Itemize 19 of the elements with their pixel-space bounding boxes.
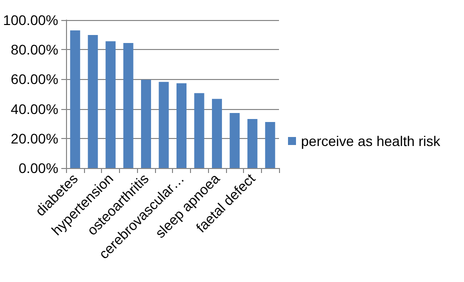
y-tick-label: 60.00%: [10, 71, 58, 88]
legend-label: perceive as health risk: [301, 133, 442, 149]
bar: [212, 98, 222, 168]
bar: [176, 83, 186, 168]
bar: [106, 41, 116, 168]
bar: [265, 122, 276, 168]
y-tick-label: 100.00%: [2, 12, 58, 28]
y-tick-label: 0.00%: [18, 160, 58, 176]
y-tick-label: 80.00%: [10, 42, 58, 58]
bar: [123, 42, 134, 168]
bar: [247, 119, 258, 168]
y-tick-label: 20.00%: [10, 130, 58, 146]
y-tick-label: 40.00%: [10, 100, 58, 117]
bar: [70, 30, 80, 168]
bar: [230, 112, 240, 168]
bar: [158, 82, 169, 168]
bar: [141, 80, 152, 168]
bar: [88, 34, 98, 168]
bar: [194, 93, 204, 168]
